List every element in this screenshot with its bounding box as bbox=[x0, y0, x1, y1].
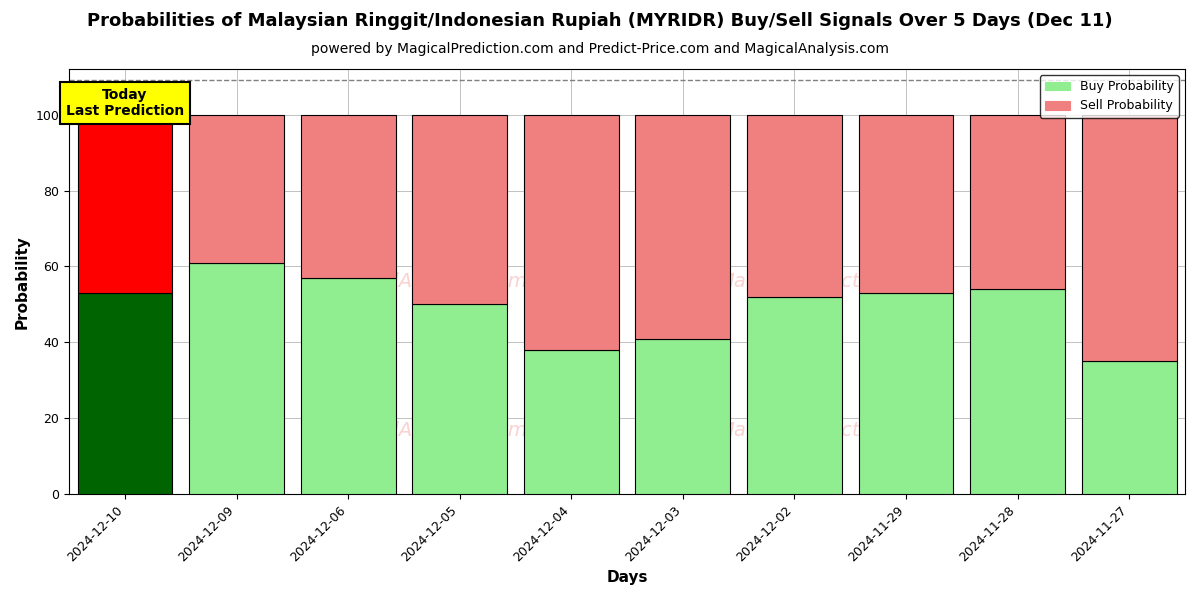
Legend: Buy Probability, Sell Probability: Buy Probability, Sell Probability bbox=[1040, 75, 1178, 118]
Text: MagicalPrediction.com: MagicalPrediction.com bbox=[718, 272, 938, 291]
Bar bbox=[970, 289, 1066, 494]
Bar bbox=[636, 338, 731, 494]
Bar bbox=[301, 115, 396, 278]
Text: MagicalAnalysis.com: MagicalAnalysis.com bbox=[325, 421, 528, 440]
Bar bbox=[524, 115, 619, 350]
Bar bbox=[970, 115, 1066, 289]
Bar bbox=[524, 350, 619, 494]
Text: Probabilities of Malaysian Ringgit/Indonesian Rupiah (MYRIDR) Buy/Sell Signals O: Probabilities of Malaysian Ringgit/Indon… bbox=[88, 12, 1112, 30]
Text: MagicalPrediction.com: MagicalPrediction.com bbox=[718, 421, 938, 440]
Text: MagicalAnalysis.com: MagicalAnalysis.com bbox=[325, 272, 528, 291]
Bar bbox=[190, 115, 284, 263]
Bar bbox=[859, 293, 954, 494]
Text: Today
Last Prediction: Today Last Prediction bbox=[66, 88, 184, 118]
Bar bbox=[78, 115, 173, 293]
Bar bbox=[78, 293, 173, 494]
Bar bbox=[190, 263, 284, 494]
Y-axis label: Probability: Probability bbox=[16, 235, 30, 329]
X-axis label: Days: Days bbox=[606, 570, 648, 585]
Bar bbox=[1081, 115, 1177, 361]
Text: powered by MagicalPrediction.com and Predict-Price.com and MagicalAnalysis.com: powered by MagicalPrediction.com and Pre… bbox=[311, 42, 889, 56]
Bar bbox=[859, 115, 954, 293]
Bar bbox=[636, 115, 731, 338]
Bar bbox=[413, 304, 508, 494]
Bar bbox=[301, 278, 396, 494]
Bar bbox=[413, 115, 508, 304]
Bar bbox=[748, 297, 842, 494]
Bar bbox=[748, 115, 842, 297]
Bar bbox=[1081, 361, 1177, 494]
